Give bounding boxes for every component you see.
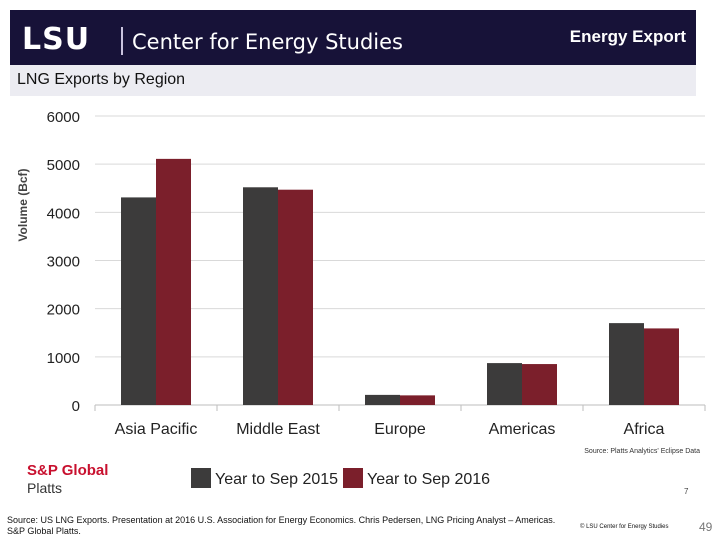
bar-2015 [243,187,278,405]
bars-layer [121,158,679,405]
y-tick-label: 6000 [47,109,80,126]
page-number: 49 [699,520,713,534]
lng-exports-chart: 0 1000 2000 3000 4000 5000 6000 Asia Pacific Mid… [16,109,706,488]
x-category-label: Europe [374,421,426,438]
source-citation: Source: US LNG Exports. Presentation at … [7,515,647,537]
y-tick-label: 2000 [47,302,80,319]
copyright: © LSU Center for Energy Studies [580,524,669,530]
header: LSU Center for Energy Studies Energy Exp… [0,0,720,65]
source-line-1: Source: US LNG Exports. Presentation at … [7,515,556,525]
y-axis-label: Volume (Bcf) [16,168,30,241]
bar-2016 [522,364,557,405]
bar-2015 [609,323,644,405]
grid-layer [94,115,706,411]
bar-2016 [644,328,679,405]
bar-2016 [400,395,435,405]
platts-logo: Platts [27,480,63,496]
legend: Year to Sep 2015 Year to Sep 2016 [191,468,490,488]
legend-label: Year to Sep 2016 [367,471,490,488]
legend-label: Year to Sep 2015 [215,471,338,488]
header-bar [10,10,696,65]
center-name: Center for Energy Studies [132,30,404,54]
slide-title: Energy Export [569,27,686,46]
y-tick-label: 5000 [47,157,80,174]
bar-2015 [365,394,400,405]
bar-2016 [278,189,313,405]
lsu-logo: LSU [22,22,91,57]
y-tick-label: 0 [72,398,80,415]
legend-swatch [343,468,363,488]
source-line-2: S&P Global Platts. [7,526,81,536]
y-tick-label: 3000 [47,254,80,271]
subtitle-bar [10,65,696,96]
labels-layer: 0 1000 2000 3000 4000 5000 6000 Asia Pacific Mid… [47,109,665,438]
logo-divider [121,27,123,55]
y-tick-label: 1000 [47,350,80,367]
bar-2015 [121,197,156,405]
y-tick-label: 4000 [47,205,80,222]
chart-source-note: Source: Platts Analytics' Eclipse Data [584,448,700,455]
slide-subtitle: LNG Exports by Region [17,71,186,88]
x-category-label: Africa [624,421,665,438]
chart-page-number: 7 [684,487,689,496]
sp-global-logo: S&P Global [27,462,109,479]
bar-2016 [156,158,191,405]
x-category-label: Asia Pacific [115,421,198,438]
x-category-label: Middle East [236,421,320,438]
bar-2015 [487,363,522,405]
legend-swatch [191,468,211,488]
x-category-label: Americas [489,421,556,438]
